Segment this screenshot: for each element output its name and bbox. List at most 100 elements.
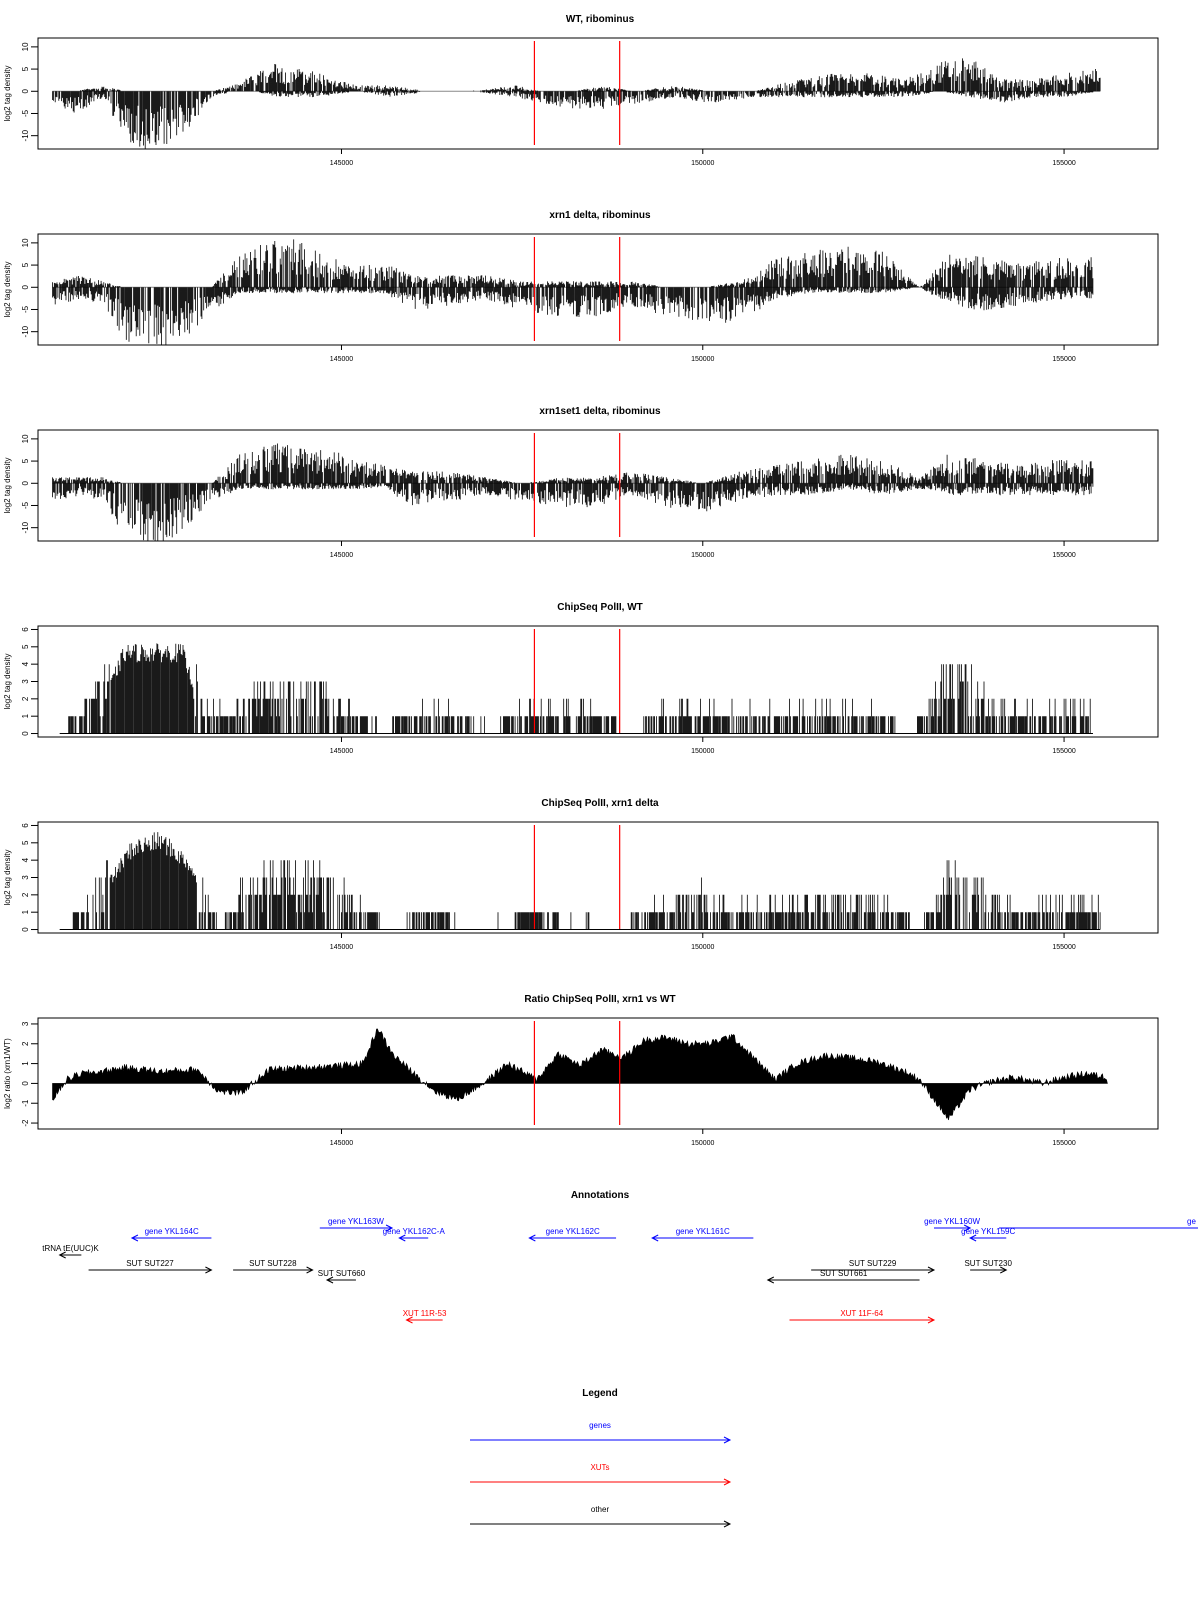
annotation-label: SUT SUT660	[318, 1269, 366, 1278]
annotation-label: gene YKL162C-A	[383, 1227, 446, 1236]
x-tick-label: 155000	[1052, 1140, 1075, 1147]
y-tick-label: 2	[21, 696, 30, 701]
annotation-feature: SUT SUT661	[766, 1269, 920, 1284]
annotation-arrow-head	[969, 1234, 977, 1242]
y-tick-label: 2	[21, 892, 30, 897]
annotation-label: gene YKL164C	[145, 1227, 199, 1236]
legend-panel: Legend genes XUTs other	[470, 1388, 732, 1528]
x-tick-label: 150000	[691, 748, 714, 755]
x-tick-label: 155000	[1052, 748, 1075, 755]
annotation-arrow-head	[528, 1234, 536, 1242]
y-tick-label: 4	[21, 857, 30, 862]
annotation-feature: SUT SUT660	[318, 1269, 366, 1284]
y-tick-label: -2	[21, 1119, 30, 1127]
x-tick-label: 150000	[691, 160, 714, 167]
x-tick-label: 155000	[1052, 160, 1075, 167]
annotation-arrow-head	[130, 1234, 139, 1242]
chart-title: ChipSeq PolII, xrn1 delta	[541, 798, 659, 809]
annotation-arrow-head	[398, 1234, 406, 1242]
y-tick-label: 3	[21, 679, 30, 684]
annotation-label: gene YKL159C	[961, 1227, 1015, 1236]
x-tick-label: 145000	[330, 944, 353, 951]
x-tick-label: 145000	[330, 160, 353, 167]
annotation-feature: XUT 11R-53	[403, 1309, 447, 1324]
y-tick-label: 3	[21, 1021, 30, 1026]
annotation-feature: gene YKL162C-A	[383, 1227, 446, 1242]
chart-panel-0: WT, ribominus log2 tag density -10 -5 0 5 10 14…	[3, 14, 1159, 167]
y-tick-label: 1	[21, 713, 30, 718]
y-tick-label: 5	[21, 458, 30, 463]
annotation-feature: gene YKL160W	[924, 1217, 980, 1232]
annotation-feature: gene YKL163W	[319, 1217, 394, 1232]
y-tick-label: 4	[21, 661, 30, 666]
annotation-arrow-head	[651, 1234, 659, 1242]
x-tick-label: 145000	[330, 1140, 353, 1147]
x-tick-label: 155000	[1052, 356, 1075, 363]
y-axis-label: log2 ratio (xrn1/WT)	[3, 1038, 12, 1109]
annotation-feature: tRNA tE(UUC)K	[42, 1244, 99, 1259]
y-tick-label: 5	[21, 262, 30, 267]
annotation-label: tRNA tE(UUC)K	[42, 1244, 99, 1253]
y-tick-label: 1	[21, 1061, 30, 1066]
annotation-feature: gene YKL162C	[528, 1227, 617, 1242]
y-tick-label: 10	[21, 434, 30, 443]
chart-title: Ratio ChipSeq PolII, xrn1 vs WT	[524, 994, 675, 1005]
legend-arrow-head	[723, 1478, 732, 1486]
x-tick-label: 155000	[1052, 944, 1075, 951]
y-tick-label: 10	[21, 42, 30, 51]
annotation-feature: SUT SUT227	[88, 1259, 213, 1274]
legend-arrow-head	[723, 1436, 732, 1444]
y-tick-label: 5	[21, 644, 30, 649]
ratio-area	[52, 1028, 1108, 1121]
annotation-label: gene YKL163W	[328, 1217, 384, 1226]
y-tick-label: -5	[21, 305, 30, 313]
y-tick-label: 5	[21, 66, 30, 71]
annotation-arrow-head	[927, 1266, 936, 1274]
plot-frame	[37, 1017, 1159, 1130]
x-tick-label: 150000	[691, 356, 714, 363]
y-axis-label: log2 tag density	[3, 653, 12, 709]
annotation-arrow-head	[205, 1266, 213, 1274]
annotation-feature: SUT SUT229	[811, 1259, 936, 1274]
signal-bars	[52, 443, 1094, 541]
annotation-feature: gene YKL159C	[961, 1227, 1015, 1242]
y-tick-label: 5	[21, 840, 30, 845]
plot-frame	[37, 625, 1159, 738]
y-tick-label: 0	[21, 481, 30, 486]
annotation-label: SUT SUT229	[849, 1259, 897, 1268]
plot-frame	[37, 37, 1159, 150]
y-tick-label: 6	[21, 627, 30, 632]
chart-title: ChipSeq PolII, WT	[557, 602, 643, 613]
signal-bars	[72, 832, 1101, 930]
annotation-label: SUT SUT230	[964, 1259, 1012, 1268]
x-tick-label: 155000	[1052, 552, 1075, 559]
chart-panel-3: ChipSeq PolII, WT log2 tag density 0 1 2 3 4 5 6…	[3, 602, 1159, 755]
legend-label: genes	[589, 1421, 611, 1430]
annotation-feature: gene YKL161C	[651, 1227, 754, 1242]
chart-title: xrn1set1 delta, ribominus	[539, 406, 661, 417]
legend-label: XUTs	[590, 1463, 609, 1472]
x-tick-label: 150000	[691, 1140, 714, 1147]
y-tick-label: -5	[21, 109, 30, 117]
y-axis-label: log2 tag density	[3, 261, 12, 317]
plot-frame	[37, 233, 1159, 346]
y-tick-label: 1	[21, 909, 30, 914]
signal-bars	[52, 58, 1101, 149]
y-axis-label: log2 tag density	[3, 849, 12, 905]
x-tick-label: 150000	[691, 944, 714, 951]
chart-title: xrn1 delta, ribominus	[549, 210, 651, 221]
annotation-arrow-head	[405, 1316, 413, 1324]
annotations-title: Annotations	[571, 1190, 630, 1201]
chart-panel-4: ChipSeq PolII, xrn1 delta log2 tag densit…	[3, 798, 1159, 951]
annotation-arrow-head	[385, 1224, 394, 1232]
plot-frame	[37, 429, 1159, 542]
y-tick-label: 0	[21, 731, 30, 736]
chart-panel-1: xrn1 delta, ribominus log2 tag density -10…	[3, 210, 1159, 363]
legend-title: Legend	[582, 1388, 618, 1399]
x-tick-label: 145000	[330, 356, 353, 363]
y-tick-label: 0	[21, 285, 30, 290]
chart-panel-5: Ratio ChipSeq PolII, xrn1 vs WT log2 rati…	[3, 994, 1159, 1147]
annotation-feature: SUT SUT228	[233, 1259, 314, 1274]
